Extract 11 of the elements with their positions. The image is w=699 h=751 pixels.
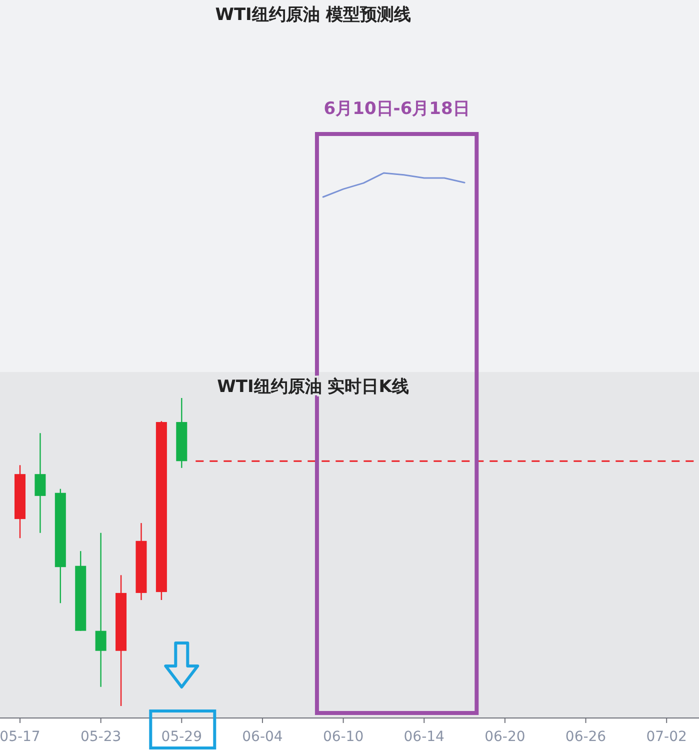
x-tick-label: 06-14 <box>404 729 445 745</box>
x-tick-label: 06-04 <box>242 729 283 745</box>
x-tick-label: 05-17 <box>0 729 40 745</box>
chart-title: WTI纽约原油 模型预测线 <box>215 5 411 25</box>
x-tick-label: 06-20 <box>484 729 526 745</box>
x-tick-label: 05-29 <box>161 729 202 745</box>
text: 6月10日-6月18日 <box>324 99 470 119</box>
x-tick-label: 06-10 <box>322 729 364 745</box>
x-tick-label: 05-23 <box>80 729 122 745</box>
x-tick-label: 07-02 <box>646 729 687 745</box>
x-tick-label: 06-26 <box>565 729 606 745</box>
